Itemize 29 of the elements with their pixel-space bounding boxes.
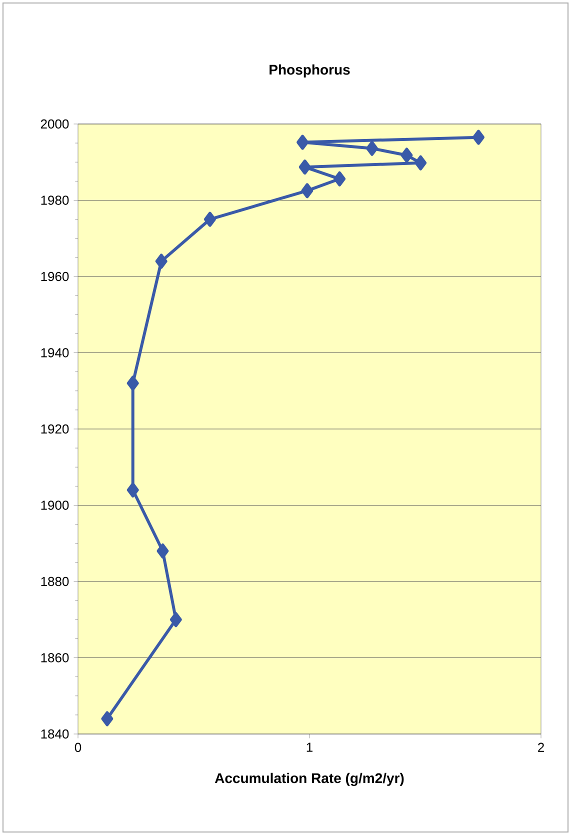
- point: [101, 711, 114, 726]
- point: [301, 183, 314, 198]
- point: [126, 482, 139, 498]
- y-tick-label: 1840: [41, 729, 69, 739]
- point: [204, 212, 216, 227]
- y-tick-label: 1980: [41, 196, 69, 205]
- point: [298, 160, 311, 175]
- point: [156, 543, 169, 558]
- y-tick-label: 1880: [41, 576, 69, 586]
- x-tick-label: 2: [538, 742, 544, 752]
- point: [296, 134, 309, 150]
- chart-title: Phosphorus: [270, 64, 350, 78]
- point: [472, 130, 484, 145]
- point: [334, 171, 346, 186]
- y-tick-label: 1960: [41, 272, 69, 282]
- x-tick-label: 1: [306, 742, 312, 752]
- x-tick-label: 0: [74, 742, 82, 752]
- point: [400, 148, 413, 163]
- y-tick-label: 1900: [41, 500, 69, 510]
- x-axis-title: Accumulation Rate (g/m2/yr): [214, 772, 404, 786]
- point: [414, 155, 427, 170]
- point: [170, 612, 182, 628]
- y-tick-label: 1860: [41, 653, 69, 662]
- y-tick-label: 1920: [41, 424, 69, 434]
- point: [126, 376, 139, 391]
- point: [366, 140, 378, 156]
- y-tick-label: 1940: [41, 348, 69, 358]
- y-tick-label: 2000: [40, 119, 69, 129]
- point: [155, 254, 168, 269]
